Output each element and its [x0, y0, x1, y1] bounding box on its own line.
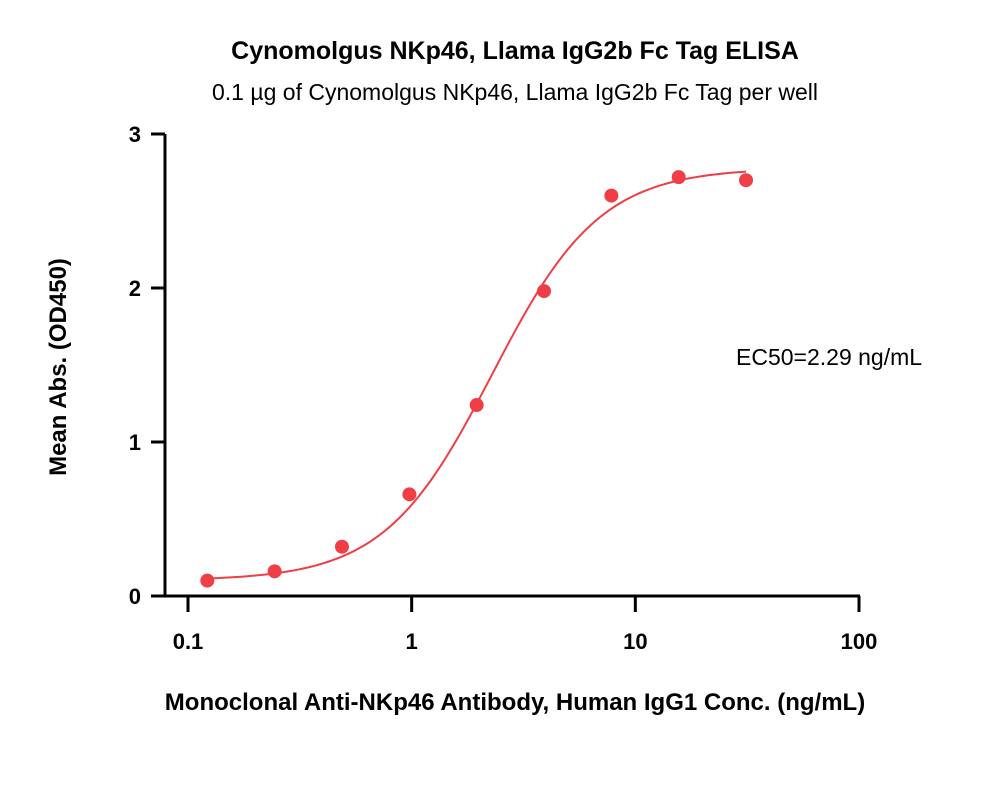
- x-axis-ticks: 0.1 1 10 100: [173, 596, 878, 654]
- data-point: [604, 188, 619, 203]
- x-tick-label: 1: [406, 629, 418, 654]
- chart-subtitle: 0.1 µg of Cynomolgus NKp46, Llama IgG2b …: [212, 79, 818, 105]
- data-point: [739, 173, 754, 188]
- data-point: [200, 573, 215, 588]
- data-point: [334, 539, 349, 554]
- y-axis-label: Mean Abs. (OD450): [45, 258, 72, 476]
- data-point: [402, 487, 417, 502]
- x-tick-label: 0.1: [173, 629, 204, 654]
- x-tick-label: 10: [623, 629, 647, 654]
- data-point: [469, 398, 484, 413]
- fit-curve-layer: [207, 170, 747, 580]
- y-tick-label: 3: [129, 122, 141, 147]
- data-point: [537, 284, 552, 299]
- data-point: [267, 564, 282, 579]
- fit-curve: [207, 170, 747, 580]
- data-points-layer: [200, 170, 754, 588]
- chart-title: Cynomolgus NKp46, Llama IgG2b Fc Tag ELI…: [231, 37, 799, 65]
- y-tick-label: 0: [129, 584, 141, 609]
- ec50-annotation: EC50=2.29 ng/mL: [736, 344, 922, 370]
- y-axis-ticks: 0 1 2 3: [129, 122, 165, 609]
- x-tick-label: 100: [841, 629, 878, 654]
- axes: [163, 134, 860, 598]
- x-axis-label: Monoclonal Anti-NKp46 Antibody, Human Ig…: [165, 689, 865, 716]
- y-tick-label: 2: [129, 276, 141, 301]
- data-point: [671, 170, 686, 185]
- y-tick-label: 1: [129, 430, 141, 455]
